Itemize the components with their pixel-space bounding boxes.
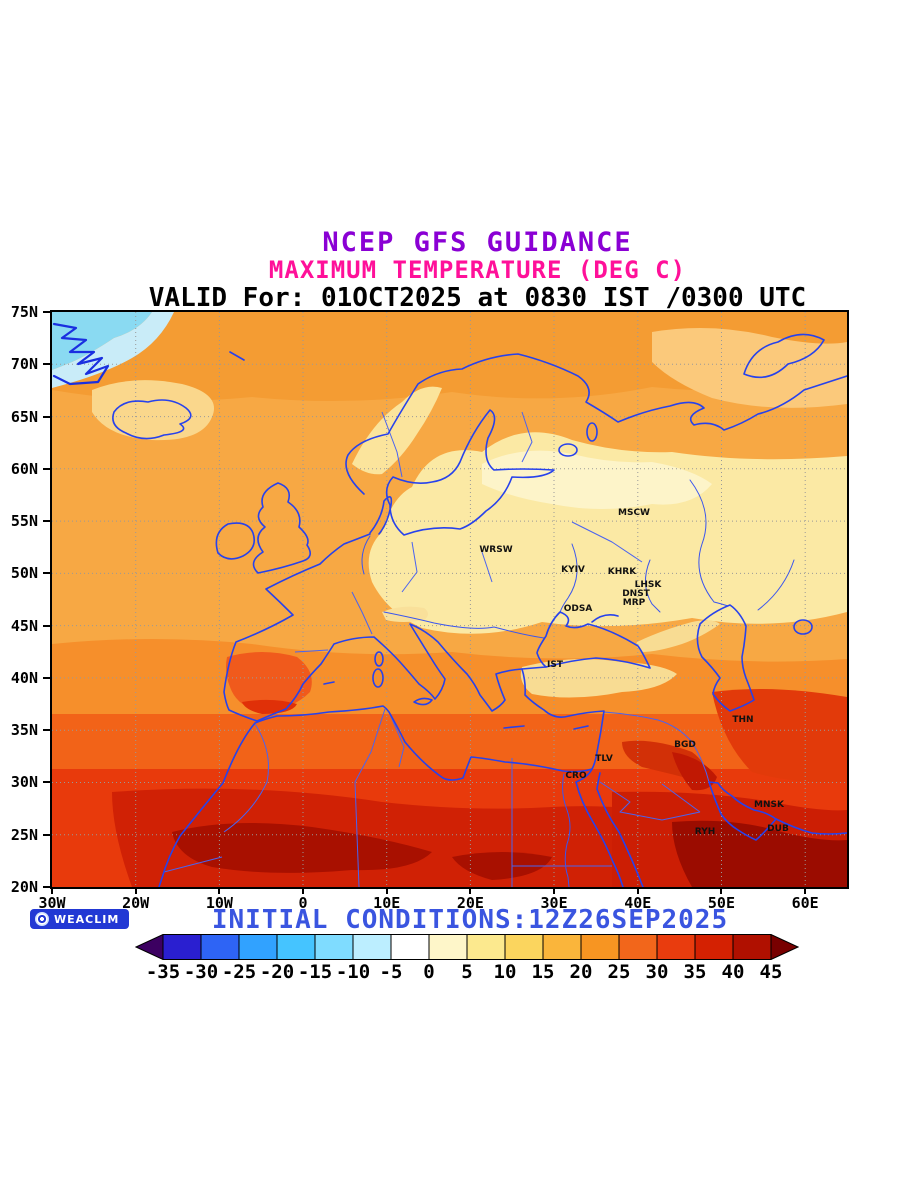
colorbar-tick-35: 35 [683, 961, 707, 983]
temperature-field [52, 312, 847, 887]
colorbar-segment-7 [428, 934, 468, 960]
weaclim-label: WEACLIM [54, 912, 120, 926]
weaclim-badge: WEACLIM [30, 909, 130, 929]
lon-label-40E: 40E [624, 894, 652, 912]
colorbar-tick-0: 0 [423, 961, 435, 983]
colorbar-segment-12 [618, 934, 658, 960]
lat-tick [43, 520, 50, 523]
colorbar-tick-15: 15 [531, 961, 555, 983]
lon-label-20E: 20E [456, 894, 484, 912]
lon-label-50E: 50E [707, 894, 735, 912]
colorbar-tick--15: -15 [297, 961, 333, 983]
lat-tick [43, 676, 50, 679]
lon-tick [218, 887, 221, 894]
lat-label-60N: 60N [10, 459, 38, 478]
lat-tick [43, 572, 50, 575]
colorbar-labels: -35 -30 -25 -20 -15 -10 -5 0 5 10 15 20 25 30 35 40 45 [135, 961, 799, 985]
colorbar-tick-30: 30 [645, 961, 669, 983]
lon-label-10E: 10E [373, 894, 401, 912]
valid-title: VALID For: 01OCT2025 at 0830 IST /0300 U… [148, 283, 807, 313]
colorbar-tick-20: 20 [569, 961, 593, 983]
colorbar-segment-8 [466, 934, 506, 960]
temperature-map-canvas [52, 312, 847, 887]
lon-tick [469, 887, 472, 894]
lon-label-60E: 60E [791, 894, 819, 912]
colorbar-segment-11 [580, 934, 620, 960]
colorbar-tick--10: -10 [335, 961, 371, 983]
lon-label-20W: 20W [122, 894, 150, 912]
lon-label-10W: 10W [205, 894, 233, 912]
lat-label-55N: 55N [10, 512, 38, 531]
lat-tick [43, 467, 50, 470]
colorbar-segment-1 [200, 934, 240, 960]
lon-tick [804, 887, 807, 894]
gfs-title: NCEP GFS GUIDANCE [322, 227, 633, 258]
colorbar-segment-6 [390, 934, 430, 960]
lat-label-30N: 30N [10, 773, 38, 792]
colorbar-segment-9 [504, 934, 544, 960]
lon-tick [385, 887, 388, 894]
lat-label-50N: 50N [10, 564, 38, 583]
colorbar-segment-3 [276, 934, 316, 960]
lat-tick [43, 415, 50, 418]
border-lines [163, 411, 710, 887]
lat-label-40N: 40N [10, 668, 38, 687]
colorbar-tick--30: -30 [183, 961, 219, 983]
colorbar-tick--35: -35 [145, 961, 181, 983]
colorbar-segment-15 [732, 934, 772, 960]
lon-tick [553, 887, 556, 894]
colorbar-right-arrow [770, 933, 800, 961]
grid-lines [52, 312, 847, 887]
colorbar-segment-13 [656, 934, 696, 960]
colorbar-tick-25: 25 [607, 961, 631, 983]
lon-label-0: 0 [298, 894, 308, 912]
colorbar [134, 933, 800, 961]
lon-label-30E: 30E [540, 894, 568, 912]
river-lines [361, 479, 795, 887]
lat-label-20N: 20N [10, 878, 38, 896]
lat-label-75N: 75N [10, 303, 38, 321]
lat-tick [43, 886, 50, 888]
weaclim-logo-icon [35, 912, 49, 926]
temp-title: MAXIMUM TEMPERATURE (DEG C) [268, 256, 687, 284]
lat-axis: 75N 70N 65N 60N 55N 50N 45N 40N 35N 30N 25N 20N [0, 303, 50, 896]
colorbar-tick--5: -5 [379, 961, 403, 983]
colorbar-left-arrow [134, 933, 164, 961]
colorbar-segment-10 [542, 934, 582, 960]
colorbar-tick-10: 10 [493, 961, 517, 983]
lat-label-35N: 35N [10, 721, 38, 740]
lat-label-25N: 25N [10, 825, 38, 844]
coastlines [52, 322, 847, 887]
colorbar-tick--20: -20 [259, 961, 295, 983]
colorbar-segment-2 [238, 934, 278, 960]
lon-tick [720, 887, 723, 894]
lat-label-45N: 45N [10, 616, 38, 635]
lon-tick [302, 887, 305, 894]
lat-tick [43, 833, 50, 836]
lat-tick [43, 363, 50, 366]
lon-tick [636, 887, 639, 894]
lon-label-30W: 30W [38, 894, 66, 912]
colorbar-tick--25: -25 [221, 961, 257, 983]
lat-tick [43, 729, 50, 732]
colorbar-tick-45: 45 [759, 961, 783, 983]
lon-axis: 30W 20W 10W 0 10E 20E 30E 40E 50E 60E [38, 887, 847, 917]
lat-tick [43, 311, 50, 313]
colorbar-segment-0 [162, 934, 202, 960]
lon-tick [134, 887, 137, 894]
lat-tick [43, 624, 50, 627]
colorbar-segment-4 [314, 934, 354, 960]
initial-conditions: INITIAL CONDITIONS:12Z26SEP2025 [211, 905, 729, 935]
lat-label-65N: 65N [10, 407, 38, 426]
colorbar-segment-5 [352, 934, 392, 960]
colorbar-tick-5: 5 [461, 961, 473, 983]
lat-label-70N: 70N [10, 355, 38, 374]
colorbar-segment-14 [694, 934, 734, 960]
lat-tick [43, 781, 50, 784]
colorbar-svg [134, 933, 800, 961]
lon-tick [51, 887, 53, 894]
colorbar-tick-40: 40 [721, 961, 745, 983]
map-frame: MSCW WRSW KYIV KHRK LHSK DNST MRP ODSA IST THN BGD… [50, 310, 849, 889]
